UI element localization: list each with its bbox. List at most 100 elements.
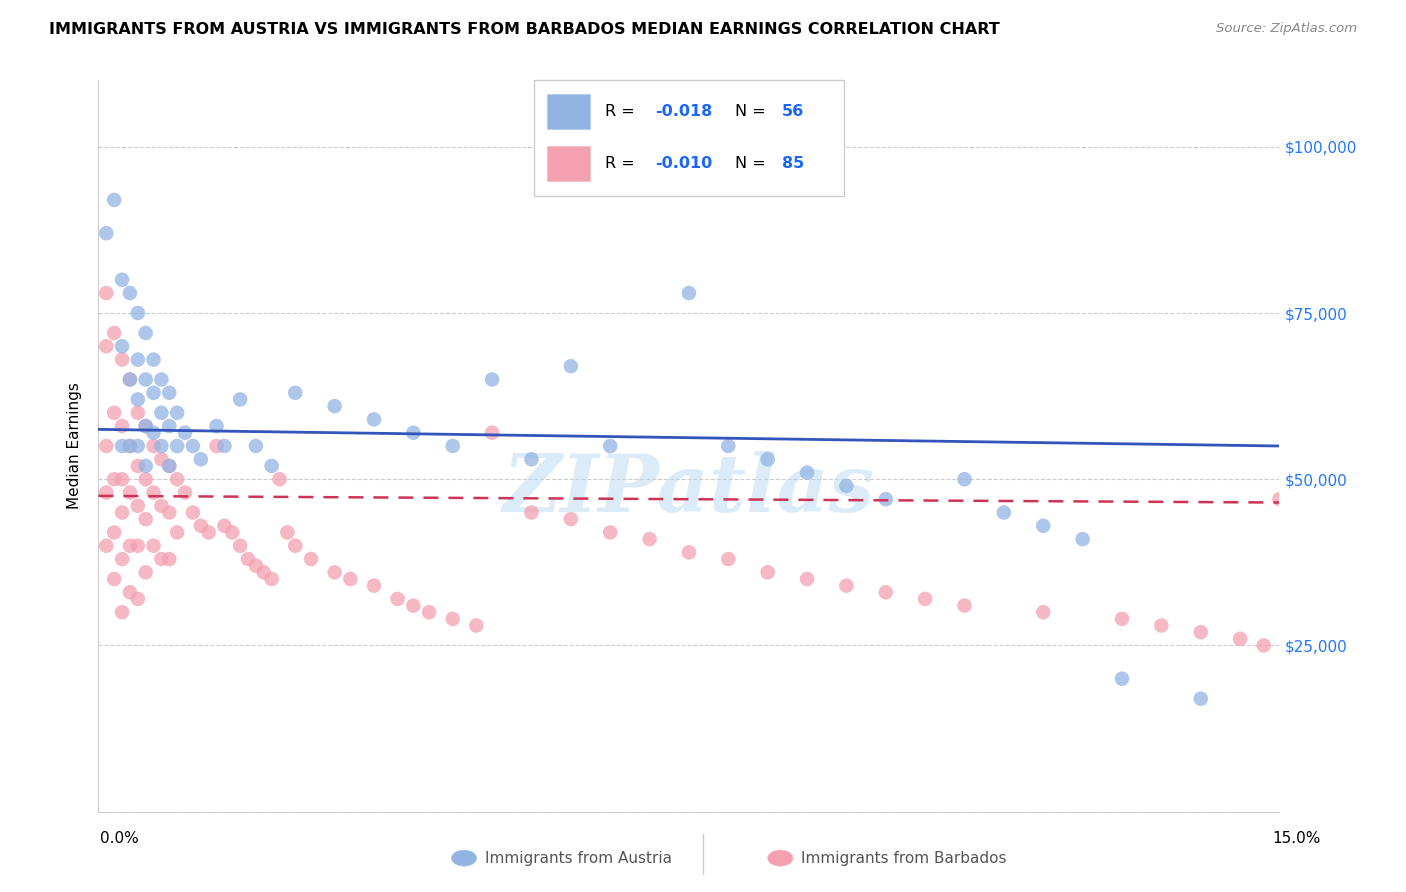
Point [135,458,157,473]
Point [875,492,897,507]
Point [111,605,134,619]
Point [560,359,582,374]
Point [118,372,141,386]
Point [1032,605,1054,619]
Point [127,406,149,420]
Text: 56: 56 [782,104,804,120]
Point [111,273,134,287]
Point [229,539,252,553]
Point [142,539,165,553]
Point [166,472,188,486]
Point [481,372,503,386]
Point [678,545,700,559]
Point [111,419,134,434]
Point [1111,612,1133,626]
Point [323,399,346,413]
Point [127,392,149,407]
Point [756,452,779,467]
Point [111,472,134,486]
Point [103,572,125,586]
Point [190,518,212,533]
Point [103,326,125,340]
Point [402,425,425,440]
Point [103,406,125,420]
Point [135,566,157,580]
Text: IMMIGRANTS FROM AUSTRIA VS IMMIGRANTS FROM BARBADOS MEDIAN EARNINGS CORRELATION : IMMIGRANTS FROM AUSTRIA VS IMMIGRANTS FR… [49,22,1000,37]
Point [205,439,228,453]
Point [174,425,197,440]
Point [150,552,173,566]
Point [150,439,173,453]
Point [245,439,267,453]
Point [260,458,283,473]
Point [638,532,661,546]
Point [1253,639,1275,653]
Point [111,339,134,353]
Point [142,439,165,453]
Point [166,525,188,540]
Point [245,558,267,573]
Point [599,439,621,453]
Point [157,385,180,400]
Point [103,525,125,540]
Point [142,385,165,400]
Point [157,458,180,473]
Text: Source: ZipAtlas.com: Source: ZipAtlas.com [1216,22,1357,36]
Point [236,552,259,566]
Point [796,466,818,480]
Point [157,552,180,566]
Point [205,419,228,434]
Point [323,566,346,580]
Point [127,306,149,320]
Point [96,485,118,500]
Point [993,506,1015,520]
Point [127,539,149,553]
Text: Immigrants from Austria: Immigrants from Austria [485,851,672,865]
Text: 85: 85 [782,156,804,171]
Point [253,566,276,580]
Point [221,525,243,540]
Point [875,585,897,599]
Point [1032,518,1054,533]
Point [181,506,204,520]
Point [103,472,125,486]
Point [190,452,212,467]
Point [481,425,503,440]
Text: N =: N = [735,156,766,171]
Point [284,385,307,400]
Text: Immigrants from Barbados: Immigrants from Barbados [801,851,1007,865]
Point [599,525,621,540]
Text: R =: R = [606,156,636,171]
Point [441,439,464,453]
Text: -0.010: -0.010 [655,156,713,171]
Point [953,599,976,613]
FancyBboxPatch shape [547,95,591,129]
Point [142,352,165,367]
Point [756,566,779,580]
Point [118,585,141,599]
Point [678,286,700,301]
Point [118,372,141,386]
Point [269,472,291,486]
Point [363,579,385,593]
Point [520,506,543,520]
Point [1111,672,1133,686]
Text: ZIPatlas: ZIPatlas [503,451,875,529]
Point [96,539,118,553]
Text: N =: N = [735,104,766,120]
Point [157,419,180,434]
Point [135,372,157,386]
Point [441,612,464,626]
Point [717,552,740,566]
Point [127,499,149,513]
Point [166,439,188,453]
Point [1189,691,1212,706]
Point [118,485,141,500]
Point [96,226,118,240]
Point [363,412,385,426]
Point [166,406,188,420]
Point [150,372,173,386]
Point [181,439,204,453]
Point [157,506,180,520]
Point [111,552,134,566]
